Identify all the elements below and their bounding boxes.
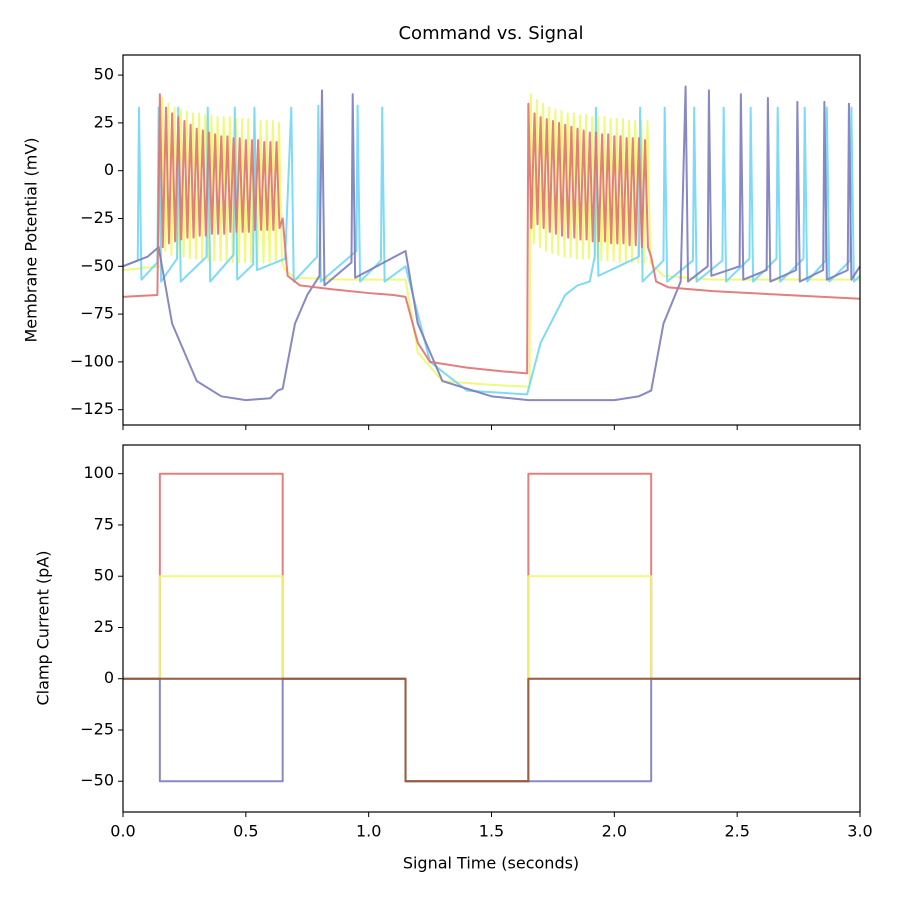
trace <box>123 104 860 396</box>
x-axis-label: Signal Time (seconds) <box>403 854 579 873</box>
y-tick-label: 0 <box>104 160 114 179</box>
x-tick-label: 1.5 <box>479 822 504 841</box>
y-tick-label: 25 <box>94 617 114 636</box>
y-tick-label: −75 <box>80 304 114 323</box>
x-tick-label: 2.5 <box>724 822 749 841</box>
y-tick-label: −125 <box>70 399 114 418</box>
x-tick-label: 3.0 <box>847 822 872 841</box>
x-tick-label: 1.0 <box>356 822 381 841</box>
trace <box>123 677 860 783</box>
y-tick-label: 75 <box>94 514 114 533</box>
x-tick-label: 2.0 <box>602 822 627 841</box>
trace <box>123 677 860 783</box>
y-tick-label: 50 <box>94 566 114 585</box>
y-tick-label: −50 <box>80 256 114 275</box>
axes-frame <box>122 54 861 426</box>
trace <box>123 93 860 375</box>
y-tick-label: 0 <box>104 668 114 687</box>
y-axis-label: Clamp Current (pA) <box>34 550 53 705</box>
x-tick-label: 0.5 <box>233 822 258 841</box>
x-tick-label: 0.0 <box>110 822 135 841</box>
y-tick-label: −25 <box>80 208 114 227</box>
trace <box>123 85 860 402</box>
chart-title: Command vs. Signal <box>398 23 583 44</box>
trace <box>123 472 860 783</box>
y-axis-label: Membrane Potential (mV) <box>22 137 41 342</box>
axes-frame <box>122 444 861 813</box>
trace <box>123 677 860 783</box>
y-tick-label: −50 <box>80 771 114 790</box>
y-tick-label: 100 <box>83 463 114 482</box>
y-tick-label: −100 <box>70 351 114 370</box>
y-tick-label: 25 <box>94 112 114 131</box>
y-tick-label: 50 <box>94 65 114 84</box>
y-tick-label: −25 <box>80 719 114 738</box>
